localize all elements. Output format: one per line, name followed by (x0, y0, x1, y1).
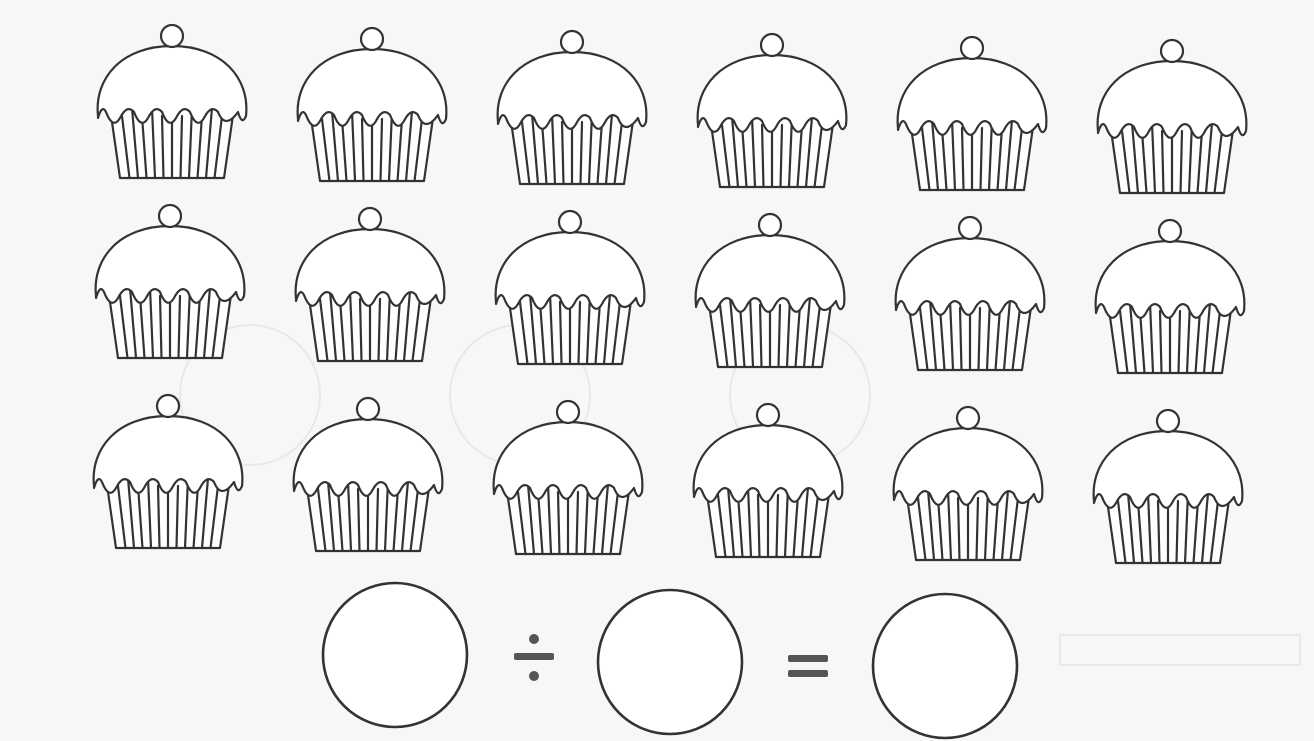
cupcake (1092, 408, 1244, 565)
divide-sign (514, 634, 554, 681)
cupcake (696, 32, 848, 189)
cupcake (94, 203, 246, 360)
dividend-circle[interactable] (321, 581, 469, 729)
cupcake (96, 23, 248, 180)
cupcake (1096, 38, 1248, 195)
cupcake (494, 209, 646, 366)
cupcake (892, 405, 1044, 562)
cupcake (692, 402, 844, 559)
divisor-circle[interactable] (596, 588, 744, 736)
cupcake (694, 212, 846, 369)
equals-sign (788, 655, 828, 677)
cupcake (292, 396, 444, 553)
cupcake (294, 206, 446, 363)
cupcake (1094, 218, 1246, 375)
equation (321, 581, 1019, 740)
quotient-circle[interactable] (871, 592, 1019, 740)
cupcake (492, 399, 644, 556)
cupcake (496, 29, 648, 186)
cupcake (894, 215, 1046, 372)
cupcake (296, 26, 448, 183)
cupcake (896, 35, 1048, 192)
cupcake-grid (92, 23, 1248, 565)
cupcake (92, 393, 244, 550)
